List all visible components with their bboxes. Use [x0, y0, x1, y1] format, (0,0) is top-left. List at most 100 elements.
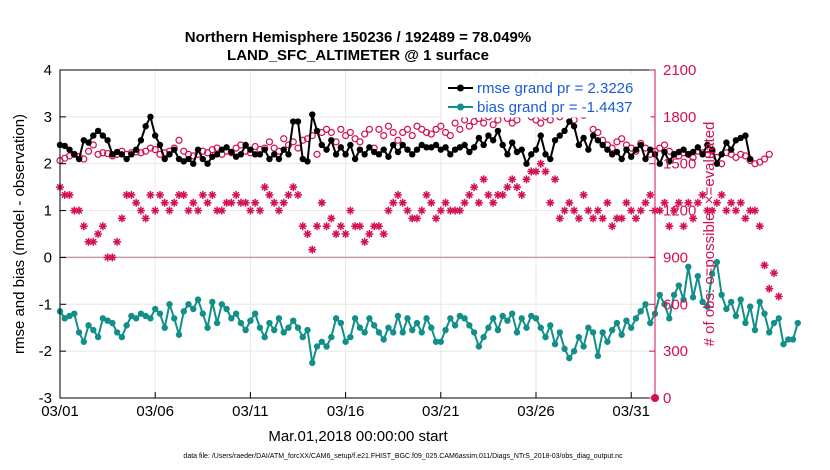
- rmse-point: [575, 141, 583, 149]
- bias-point: [437, 338, 444, 345]
- evaluated-obs-stroke: [413, 215, 421, 222]
- rmse-point: [466, 148, 473, 156]
- rmse-series: [56, 111, 754, 167]
- evaluated-obs-marker: [65, 190, 74, 199]
- bias-point: [680, 296, 687, 303]
- bias-point: [789, 336, 797, 343]
- evaluated-obs-stroke: [327, 215, 335, 222]
- bias-point: [299, 333, 306, 341]
- possible-obs-marker: [760, 155, 769, 163]
- rmse-point: [680, 146, 687, 153]
- rmse-point: [237, 151, 245, 158]
- evaluated-obs-marker: [227, 198, 236, 207]
- bias-point: [251, 310, 259, 317]
- rmse-point: [542, 151, 549, 158]
- bias-point: [99, 315, 107, 322]
- rmse-point: [656, 160, 663, 167]
- rmse-point: [713, 160, 721, 167]
- bias-point: [428, 324, 435, 331]
- evaluated-obs-stroke: [599, 215, 606, 222]
- bias-point: [604, 338, 611, 345]
- evaluated-obs-marker: [184, 206, 193, 215]
- bias-point: [642, 301, 649, 308]
- evaluated-obs-stroke: [561, 207, 568, 214]
- evaluated-obs-stroke: [147, 191, 154, 199]
- evaluated-obs-stroke: [518, 191, 526, 199]
- evaluated-obs-marker: [355, 222, 364, 231]
- evaluated-obs-marker: [189, 198, 198, 207]
- bias-point: [723, 305, 730, 313]
- evaluated-obs-stroke: [466, 191, 473, 199]
- rmse-point: [180, 158, 187, 165]
- evaluated-obs-marker: [132, 198, 141, 207]
- possible-obs-marker: [146, 144, 155, 152]
- bias-point: [513, 329, 521, 336]
- bias-point: [313, 343, 321, 350]
- bias-point: [161, 324, 168, 331]
- evaluated-obs-stroke: [75, 207, 83, 214]
- bias-point: [566, 354, 573, 362]
- evaluated-obs-marker: [270, 198, 279, 207]
- evaluated-obs-marker: [522, 175, 531, 184]
- evaluated-obs-marker: [484, 190, 493, 199]
- rmse-point: [99, 132, 107, 139]
- bias-point: [171, 315, 178, 322]
- evaluated-obs-marker: [284, 190, 293, 199]
- rmse-point: [447, 151, 454, 158]
- obs-count-series: [56, 105, 783, 402]
- evaluated-obs-marker: [674, 198, 683, 207]
- evaluated-obs-marker: [660, 198, 669, 207]
- bias-point: [361, 329, 368, 336]
- bias-point: [228, 315, 235, 322]
- evaluated-obs-marker: [755, 222, 764, 231]
- rmse-point: [604, 146, 611, 153]
- evaluated-obs-marker: [374, 222, 383, 231]
- bias-point: [409, 326, 416, 334]
- bias-point: [666, 315, 673, 322]
- evaluated-obs-marker: [393, 190, 402, 199]
- evaluated-obs-stroke: [675, 199, 683, 207]
- evaluated-obs-marker: [260, 183, 269, 192]
- possible-obs-marker: [208, 146, 216, 154]
- evaluated-obs-stroke: [366, 230, 373, 238]
- rmse-point: [261, 146, 268, 153]
- rmse-point: [80, 137, 88, 144]
- bias-point: [152, 305, 159, 313]
- evaluated-obs-stroke: [513, 183, 521, 191]
- possible-obs-marker: [375, 125, 383, 133]
- bias-point: [309, 359, 316, 367]
- evaluated-obs-marker: [298, 222, 307, 231]
- rmse-point: [451, 146, 459, 153]
- evaluated-obs-marker: [717, 190, 726, 199]
- evaluated-obs-marker: [79, 222, 88, 231]
- evaluated-obs-stroke: [156, 191, 164, 199]
- evaluated-obs-stroke: [523, 176, 530, 183]
- rmse-point: [223, 144, 230, 151]
- y-left-tick-label-3: 0: [44, 249, 52, 266]
- evaluated-obs-stroke: [575, 215, 583, 222]
- possible-obs-marker: [361, 130, 369, 138]
- evaluated-obs-marker: [774, 292, 783, 301]
- rmse-point: [75, 155, 83, 163]
- bias-point: [209, 298, 216, 306]
- bias-point: [694, 272, 702, 280]
- rmse-point: [689, 148, 697, 156]
- rmse-point: [152, 132, 159, 139]
- evaluated-obs-stroke: [756, 222, 764, 230]
- bias-point: [780, 340, 787, 348]
- evaluated-obs-marker: [327, 214, 336, 223]
- bias-point: [461, 315, 468, 322]
- possible-obs-marker: [265, 138, 274, 146]
- evaluated-obs-stroke: [385, 207, 392, 214]
- evaluated-obs-marker: [427, 198, 436, 207]
- evaluated-obs-stroke: [266, 191, 273, 199]
- bias-point: [80, 338, 88, 345]
- legend-rmse-label: rmse grand pr = 2.3226: [477, 80, 633, 97]
- bias-point: [713, 258, 721, 266]
- rmse-point: [570, 123, 578, 130]
- bias-point: [218, 301, 226, 308]
- evaluated-obs-marker: [498, 190, 507, 199]
- evaluated-obs-stroke: [142, 215, 150, 222]
- evaluated-obs-marker: [422, 190, 431, 199]
- evaluated-obs-marker: [546, 198, 555, 207]
